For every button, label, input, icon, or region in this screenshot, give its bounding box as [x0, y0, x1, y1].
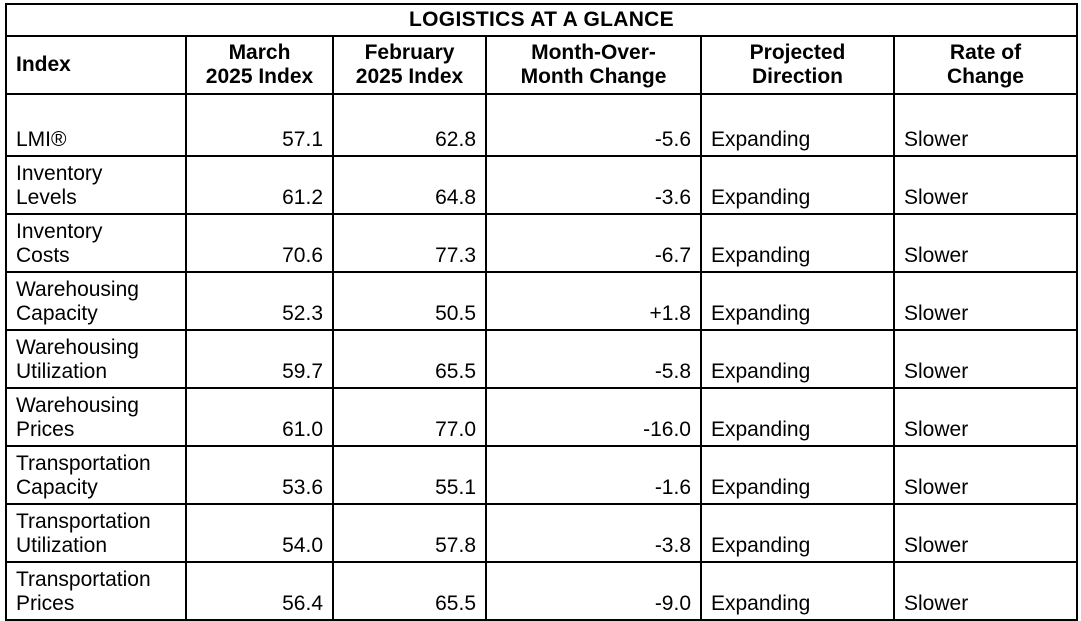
table-row: Warehousing Prices 61.0 77.0 -16.0 Expanding S… — [5, 387, 1078, 447]
table-row: Transportation Capacity 53.6 55.1 -1.6 Expand… — [5, 445, 1078, 505]
table-row: Warehousing Utilization 59.7 65.5 -5.8 Expand… — [5, 329, 1078, 389]
rate-value: Slower — [893, 93, 1078, 157]
mom-change-value: -5.6 — [485, 93, 702, 157]
march-value: 57.1 — [185, 93, 334, 157]
direction-value: Expanding — [700, 213, 895, 273]
table-row: Warehousing Capacity 52.3 50.5 +1.8 Expanding… — [5, 271, 1078, 331]
direction-value: Expanding — [700, 561, 895, 621]
march-value: 61.2 — [185, 155, 334, 215]
february-value: 57.8 — [332, 503, 487, 563]
direction-value: Expanding — [700, 445, 895, 505]
index-name: Warehousing Prices — [5, 387, 187, 447]
mom-change-value: -1.6 — [485, 445, 702, 505]
march-value: 56.4 — [185, 561, 334, 621]
direction-value: Expanding — [700, 93, 895, 157]
index-name: Transportation Prices — [5, 561, 187, 621]
col-header-february: February 2025 Index — [332, 35, 487, 95]
table-row: Inventory Costs 70.6 77.3 -6.7 Expanding Slowe… — [5, 213, 1078, 273]
rate-value: Slower — [893, 445, 1078, 505]
rate-value: Slower — [893, 213, 1078, 273]
rate-value: Slower — [893, 561, 1078, 621]
march-value: 52.3 — [185, 271, 334, 331]
mom-change-value: -16.0 — [485, 387, 702, 447]
direction-value: Expanding — [700, 503, 895, 563]
table-row: Inventory Levels 61.2 64.8 -3.6 Expanding Slow… — [5, 155, 1078, 215]
index-name: Warehousing Capacity — [5, 271, 187, 331]
col-header-march: March 2025 Index — [185, 35, 334, 95]
direction-value: Expanding — [700, 155, 895, 215]
table-row: LMI® 57.1 62.8 -5.6 Expanding Slower — [5, 93, 1078, 157]
february-value: 77.3 — [332, 213, 487, 273]
march-value: 53.6 — [185, 445, 334, 505]
col-header-rate-of-change: Rate of Change — [893, 35, 1078, 95]
header-row: Index March 2025 Index February 2025 Index… — [5, 35, 1078, 95]
mom-change-value: -3.8 — [485, 503, 702, 563]
rate-value: Slower — [893, 329, 1078, 389]
march-value: 61.0 — [185, 387, 334, 447]
march-value: 54.0 — [185, 503, 334, 563]
rate-value: Slower — [893, 503, 1078, 563]
direction-value: Expanding — [700, 329, 895, 389]
table-title: LOGISTICS AT A GLANCE — [5, 3, 1078, 37]
mom-change-value: +1.8 — [485, 271, 702, 331]
rate-value: Slower — [893, 387, 1078, 447]
direction-value: Expanding — [700, 271, 895, 331]
rate-value: Slower — [893, 271, 1078, 331]
logistics-table: LOGISTICS AT A GLANCE Index March 2025 In… — [5, 3, 1078, 621]
index-name: Inventory Levels — [5, 155, 187, 215]
march-value: 59.7 — [185, 329, 334, 389]
index-name: Warehousing Utilization — [5, 329, 187, 389]
index-name: LMI® — [5, 93, 187, 157]
february-value: 50.5 — [332, 271, 487, 331]
col-header-mom-change: Month-Over- Month Change — [485, 35, 702, 95]
mom-change-value: -3.6 — [485, 155, 702, 215]
february-value: 62.8 — [332, 93, 487, 157]
february-value: 65.5 — [332, 329, 487, 389]
february-value: 65.5 — [332, 561, 487, 621]
mom-change-value: -9.0 — [485, 561, 702, 621]
direction-value: Expanding — [700, 387, 895, 447]
table-row: Transportation Utilization 54.0 57.8 -3.8 Exp… — [5, 503, 1078, 563]
rate-value: Slower — [893, 155, 1078, 215]
march-value: 70.6 — [185, 213, 334, 273]
index-name: Transportation Utilization — [5, 503, 187, 563]
col-header-projected-direction: Projected Direction — [700, 35, 895, 95]
mom-change-value: -6.7 — [485, 213, 702, 273]
col-header-index: Index — [5, 35, 187, 95]
table-row: Transportation Prices 56.4 65.5 -9.0 Expandin… — [5, 561, 1078, 621]
february-value: 77.0 — [332, 387, 487, 447]
mom-change-value: -5.8 — [485, 329, 702, 389]
index-name: Transportation Capacity — [5, 445, 187, 505]
february-value: 55.1 — [332, 445, 487, 505]
index-name: Inventory Costs — [5, 213, 187, 273]
february-value: 64.8 — [332, 155, 487, 215]
